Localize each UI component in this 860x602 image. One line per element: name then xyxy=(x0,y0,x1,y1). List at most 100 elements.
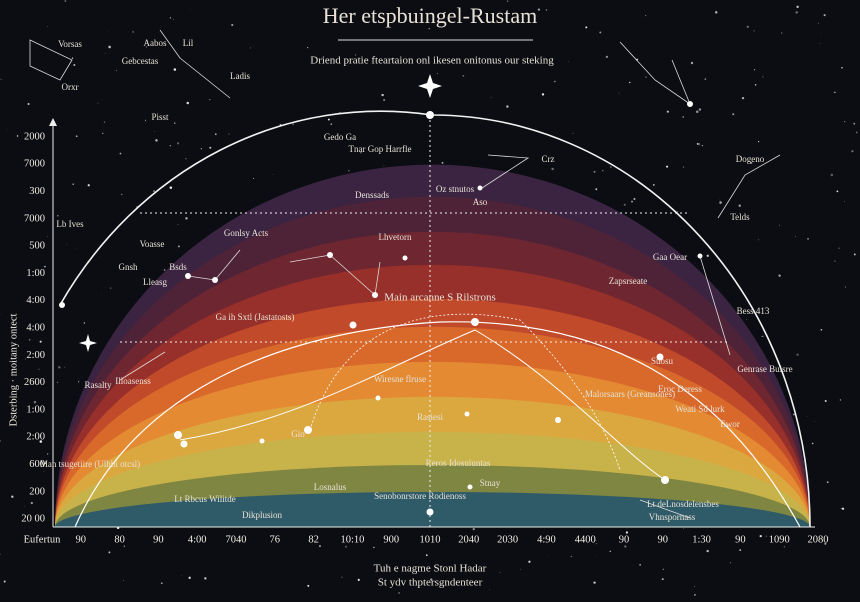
star xyxy=(160,582,163,585)
star xyxy=(132,31,134,33)
annotation: Dikplusion xyxy=(242,510,283,520)
x-tick-label: 2040 xyxy=(458,534,479,545)
annotation: Illoasenss xyxy=(115,376,151,386)
star xyxy=(181,575,183,577)
star xyxy=(66,244,68,246)
sparkle xyxy=(79,334,97,352)
star xyxy=(209,99,211,101)
y-tick-label: 500 xyxy=(29,241,45,252)
star xyxy=(292,123,295,126)
star xyxy=(781,32,783,34)
star xyxy=(102,132,104,134)
x-tick-label: 4400 xyxy=(575,534,596,545)
star xyxy=(186,101,189,105)
star xyxy=(818,22,819,24)
inner-arc xyxy=(179,329,666,481)
star xyxy=(694,586,695,587)
star xyxy=(330,123,333,125)
star xyxy=(695,110,699,114)
star xyxy=(425,554,428,557)
star xyxy=(694,594,696,596)
star xyxy=(44,462,46,465)
star xyxy=(662,568,665,571)
star xyxy=(796,353,799,356)
star xyxy=(64,0,67,2)
star xyxy=(177,142,180,145)
y-tick-label: 4:00 xyxy=(26,323,45,334)
star xyxy=(24,358,26,360)
star xyxy=(381,93,384,97)
star xyxy=(307,584,310,587)
star xyxy=(154,131,155,133)
x-tick-label: 1090 xyxy=(769,534,790,545)
star xyxy=(830,173,834,177)
star xyxy=(537,8,540,11)
star xyxy=(665,165,669,168)
x-tick-label: 10:10 xyxy=(340,534,364,545)
star xyxy=(155,139,158,142)
star xyxy=(47,236,49,237)
star xyxy=(355,54,357,56)
star xyxy=(595,540,597,541)
annotation: Weati Sd lurk xyxy=(675,404,725,414)
star xyxy=(430,578,433,581)
star xyxy=(851,150,854,153)
annotation: Vhnspornass xyxy=(649,512,696,522)
star xyxy=(174,122,176,124)
star xyxy=(595,543,597,545)
star xyxy=(639,564,641,566)
star xyxy=(383,99,386,101)
star xyxy=(472,528,475,531)
star xyxy=(36,139,38,140)
star xyxy=(545,9,548,11)
x-tick-label: 90 xyxy=(735,534,746,545)
star xyxy=(177,245,180,248)
star xyxy=(741,96,745,100)
y-tick-label: 7000 xyxy=(24,213,45,224)
star xyxy=(605,55,609,59)
star xyxy=(811,442,814,445)
star xyxy=(738,204,741,207)
star xyxy=(843,201,845,203)
star xyxy=(27,102,30,106)
x-tick-label: 900 xyxy=(383,534,399,545)
star xyxy=(683,527,684,529)
annotation: Rasiesi xyxy=(417,412,443,422)
star xyxy=(489,589,490,591)
annotation: Ewor xyxy=(720,419,740,429)
star xyxy=(144,119,146,121)
star xyxy=(249,47,251,49)
star xyxy=(341,576,343,578)
x-tick-label: 76 xyxy=(270,534,281,545)
star xyxy=(807,237,810,240)
star xyxy=(706,254,709,257)
star xyxy=(783,546,785,548)
y-tick-label: 4:00 xyxy=(26,295,45,306)
star xyxy=(554,80,556,83)
y-tick-label: 7000 xyxy=(24,159,45,170)
band xyxy=(55,491,810,527)
annotation: Gonlsy Acts xyxy=(224,228,269,238)
y-tick-label: 20 00 xyxy=(21,514,45,525)
star xyxy=(428,19,429,21)
star xyxy=(123,545,125,547)
x-tick-label: 1:30 xyxy=(692,534,711,545)
star xyxy=(231,23,234,27)
star xyxy=(719,201,722,204)
axis-arrow xyxy=(49,118,57,126)
annotation: Gedo Ga xyxy=(324,132,356,142)
annotation: Vorsas xyxy=(58,39,82,49)
annotation: Zapsrseate xyxy=(609,276,647,286)
bands xyxy=(55,164,810,528)
star xyxy=(795,11,798,14)
star xyxy=(633,198,636,200)
star xyxy=(516,19,520,22)
star xyxy=(761,336,763,337)
star xyxy=(43,471,45,473)
star xyxy=(87,184,90,187)
star xyxy=(73,64,76,67)
star xyxy=(169,17,172,19)
annotation: Main arcanne S Rilstrons xyxy=(384,292,496,304)
star xyxy=(72,183,75,186)
star xyxy=(169,144,172,147)
